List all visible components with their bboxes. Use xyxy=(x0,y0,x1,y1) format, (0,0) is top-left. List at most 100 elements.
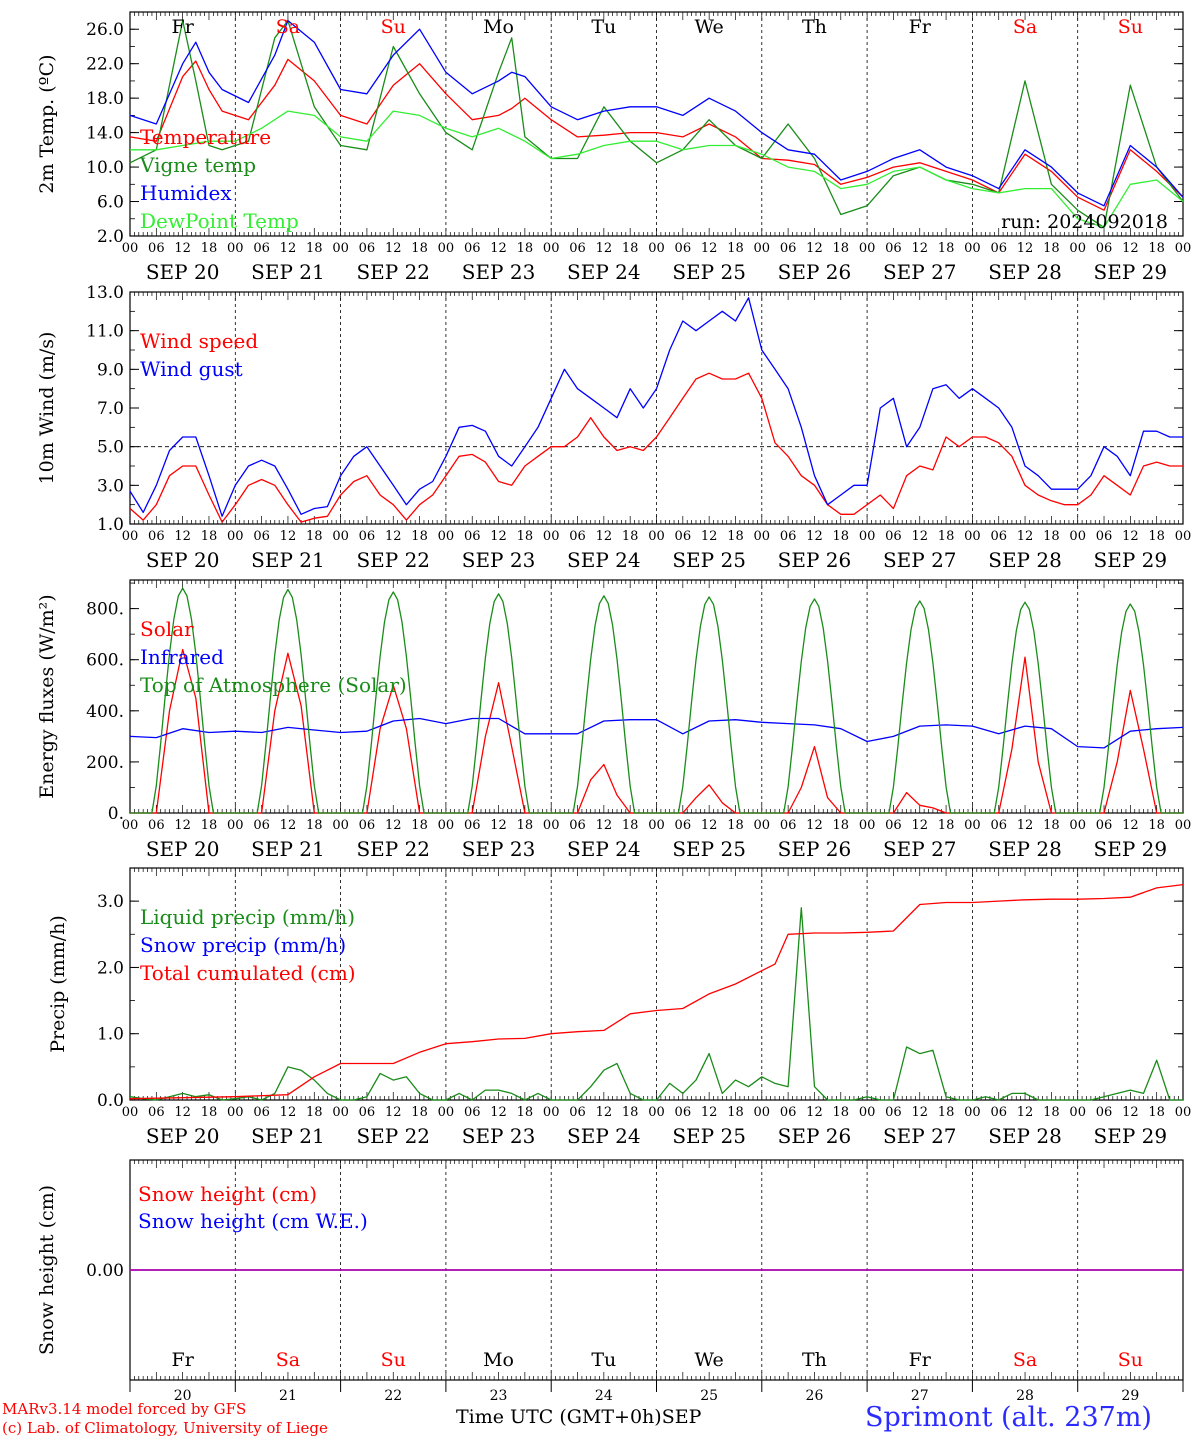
hour-tick-label: 06 xyxy=(148,529,165,544)
hour-tick-label: 00 xyxy=(122,241,139,256)
weekday-label: Sa xyxy=(1013,1349,1037,1371)
hour-tick-label: 00 xyxy=(227,529,244,544)
hour-tick-label: 18 xyxy=(201,1105,218,1120)
hour-tick-label: 18 xyxy=(622,529,639,544)
hour-tick-label: 12 xyxy=(385,241,402,256)
hour-tick-label: 06 xyxy=(990,818,1007,833)
weekday-label: Fr xyxy=(909,16,932,38)
hour-tick-label: 18 xyxy=(727,1105,744,1120)
series-line-1 xyxy=(129,717,1184,749)
hour-tick-label: 12 xyxy=(280,529,297,544)
hour-tick-label: 00 xyxy=(1175,1105,1192,1120)
hour-tick-label: 18 xyxy=(1148,529,1165,544)
hour-tick-label: 06 xyxy=(780,529,797,544)
y-tick-label: 2.0 xyxy=(97,958,124,978)
hour-tick-label: 12 xyxy=(806,529,823,544)
hour-tick-label: 06 xyxy=(990,529,1007,544)
y-tick-label: 6.0 xyxy=(97,193,124,213)
hour-tick-label: 12 xyxy=(280,241,297,256)
date-label: SEP 22 xyxy=(356,1124,430,1148)
hour-tick-label: 06 xyxy=(1096,818,1113,833)
weekday-label: Fr xyxy=(909,1349,932,1371)
hour-tick-label: 06 xyxy=(675,241,692,256)
panel-frame-0 xyxy=(129,11,1184,237)
hour-tick-label: 18 xyxy=(517,818,534,833)
date-label: SEP 21 xyxy=(251,837,325,861)
hour-tick-label: 06 xyxy=(359,529,376,544)
day-number-label: 28 xyxy=(1016,1388,1034,1404)
date-label: SEP 25 xyxy=(672,837,746,861)
hour-tick-label: 06 xyxy=(780,1105,797,1120)
hour-tick-label: 00 xyxy=(1175,818,1192,833)
y-tick-label: 5.0 xyxy=(97,438,124,458)
hour-tick-label: 06 xyxy=(885,818,902,833)
hour-tick-label: 06 xyxy=(359,1105,376,1120)
date-label: SEP 28 xyxy=(988,260,1062,284)
hour-tick-label: 12 xyxy=(911,1105,928,1120)
date-label: SEP 26 xyxy=(778,1124,852,1148)
hour-tick-label: 00 xyxy=(122,1105,139,1120)
hour-tick-label: 00 xyxy=(1175,529,1192,544)
hour-tick-label: 18 xyxy=(833,241,850,256)
y-tick-label: 13.0 xyxy=(86,283,124,303)
hour-tick-label: 12 xyxy=(385,818,402,833)
hour-tick-label: 18 xyxy=(727,241,744,256)
day-number-label: 25 xyxy=(700,1388,718,1404)
day-number-label: 23 xyxy=(490,1388,508,1404)
hour-tick-label: 00 xyxy=(227,818,244,833)
hour-tick-label: 12 xyxy=(385,1105,402,1120)
hour-tick-label: 12 xyxy=(174,529,191,544)
hour-tick-label: 18 xyxy=(1148,818,1165,833)
hour-tick-label: 18 xyxy=(306,241,323,256)
day-number-label: 21 xyxy=(279,1388,297,1404)
hour-tick-label: 18 xyxy=(1043,241,1060,256)
hour-tick-label: 12 xyxy=(1017,529,1034,544)
hour-tick-label: 06 xyxy=(990,1105,1007,1120)
hour-tick-label: 06 xyxy=(569,529,586,544)
hour-tick-label: 00 xyxy=(648,529,665,544)
hour-tick-label: 00 xyxy=(754,1105,771,1120)
hour-tick-label: 00 xyxy=(438,1105,455,1120)
hour-tick-label: 12 xyxy=(490,241,507,256)
hour-tick-label: 00 xyxy=(859,529,876,544)
legend-entry: Infrared xyxy=(140,645,224,669)
y-tick-label: 200. xyxy=(86,753,124,773)
date-label: SEP 22 xyxy=(356,837,430,861)
hour-tick-label: 06 xyxy=(569,1105,586,1120)
series-line-3 xyxy=(130,110,1184,229)
hour-tick-label: 06 xyxy=(990,241,1007,256)
date-label: SEP 21 xyxy=(251,1124,325,1148)
hour-tick-label: 12 xyxy=(701,241,718,256)
hour-tick-label: 06 xyxy=(569,818,586,833)
date-label: SEP 27 xyxy=(883,548,957,572)
hour-tick-label: 00 xyxy=(964,1105,981,1120)
weekday-label: Sa xyxy=(276,1349,300,1371)
legend-entry: Temperature xyxy=(140,125,271,149)
hour-tick-label: 00 xyxy=(543,1105,560,1120)
hour-tick-label: 12 xyxy=(174,818,191,833)
hour-tick-label: 18 xyxy=(1043,529,1060,544)
date-label: SEP 25 xyxy=(672,260,746,284)
y-tick-label: 26.0 xyxy=(86,20,124,40)
y-axis-label: Snow height (cm) xyxy=(36,1185,58,1355)
hour-tick-label: 06 xyxy=(253,529,270,544)
hour-tick-label: 18 xyxy=(622,818,639,833)
date-label: SEP 26 xyxy=(778,548,852,572)
y-tick-label: 22.0 xyxy=(86,55,124,75)
hour-tick-label: 18 xyxy=(938,529,955,544)
date-label: SEP 29 xyxy=(1094,260,1168,284)
y-axis-label: Precip (mm/h) xyxy=(47,915,69,1053)
hour-tick-label: 12 xyxy=(490,818,507,833)
date-label: SEP 24 xyxy=(567,837,641,861)
hour-tick-label: 18 xyxy=(306,1105,323,1120)
series-line-0 xyxy=(129,907,1183,1101)
date-label: SEP 23 xyxy=(462,260,536,284)
hour-tick-label: 18 xyxy=(517,1105,534,1120)
y-tick-label: 9.0 xyxy=(97,360,124,380)
date-label: SEP 20 xyxy=(146,1124,220,1148)
legend-entry: Snow height (cm W.E.) xyxy=(138,1209,368,1233)
day-number-label: 20 xyxy=(174,1388,192,1404)
hour-tick-label: 06 xyxy=(569,241,586,256)
date-label: SEP 21 xyxy=(251,260,325,284)
weekday-label: We xyxy=(695,1349,724,1371)
